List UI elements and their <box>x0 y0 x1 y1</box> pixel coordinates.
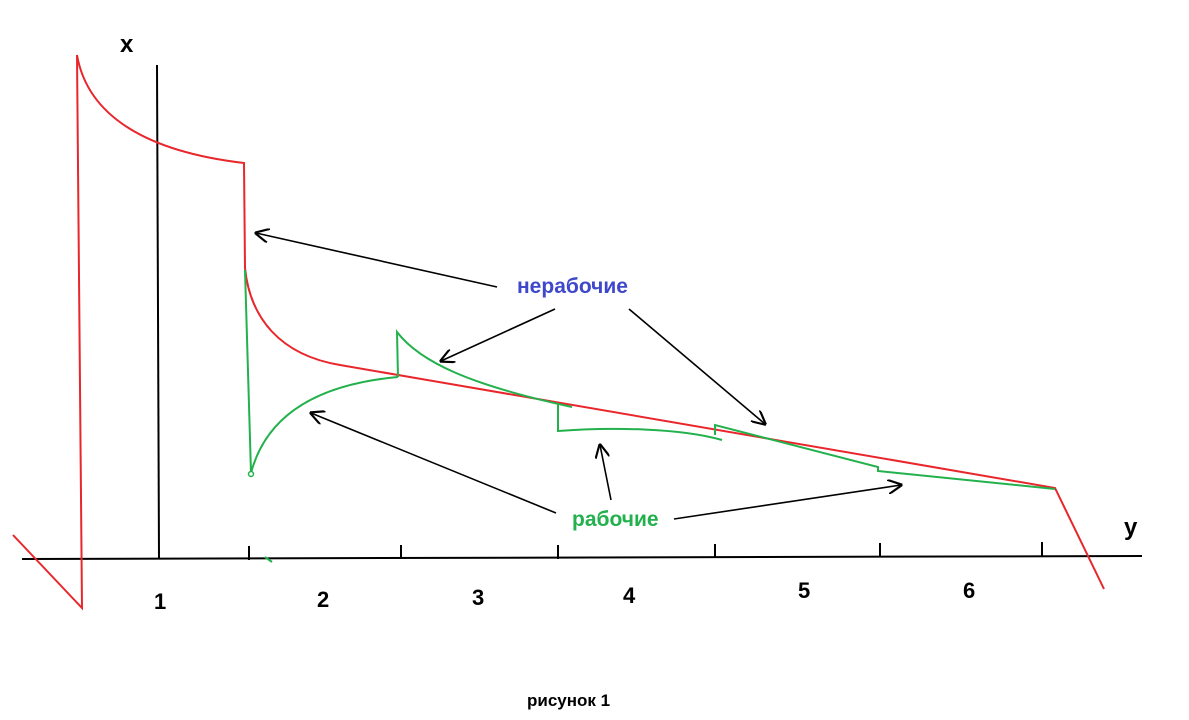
y-axis-horizontal <box>21 555 1143 560</box>
section-label-2: 2 <box>317 587 329 612</box>
x-axis-label: x <box>120 31 134 58</box>
axis-ticks <box>248 542 1043 560</box>
green-stray-mark <box>264 556 273 563</box>
arrow-nonworking-2 <box>441 308 556 361</box>
working-label: рабочие <box>572 508 659 531</box>
arrow-working-3 <box>673 485 901 520</box>
red-curve <box>12 54 1105 611</box>
x-axis-vertical <box>156 64 160 559</box>
green-segment-4 <box>557 404 723 441</box>
arrows <box>256 233 901 520</box>
green-segment-3 <box>395 328 573 408</box>
figure-caption: рисунок 1 <box>527 691 610 710</box>
arrow-nonworking-3 <box>628 308 765 424</box>
arrow-nonworking-1 <box>256 233 498 288</box>
section-label-5: 5 <box>798 578 810 603</box>
green-segment-5 <box>714 423 1056 490</box>
arrow-working-2 <box>600 445 612 501</box>
green-segment-2 <box>244 269 399 474</box>
green-curves <box>244 269 1056 563</box>
section-label-3: 3 <box>472 585 484 610</box>
nonworking-label: нерабочие <box>517 275 628 298</box>
green-point <box>247 470 255 478</box>
y-axis-label: y <box>1124 514 1138 541</box>
section-label-1: 1 <box>154 589 166 614</box>
arrow-working-1 <box>311 413 557 514</box>
section-label-4: 4 <box>623 583 636 608</box>
section-label-6: 6 <box>963 578 975 603</box>
